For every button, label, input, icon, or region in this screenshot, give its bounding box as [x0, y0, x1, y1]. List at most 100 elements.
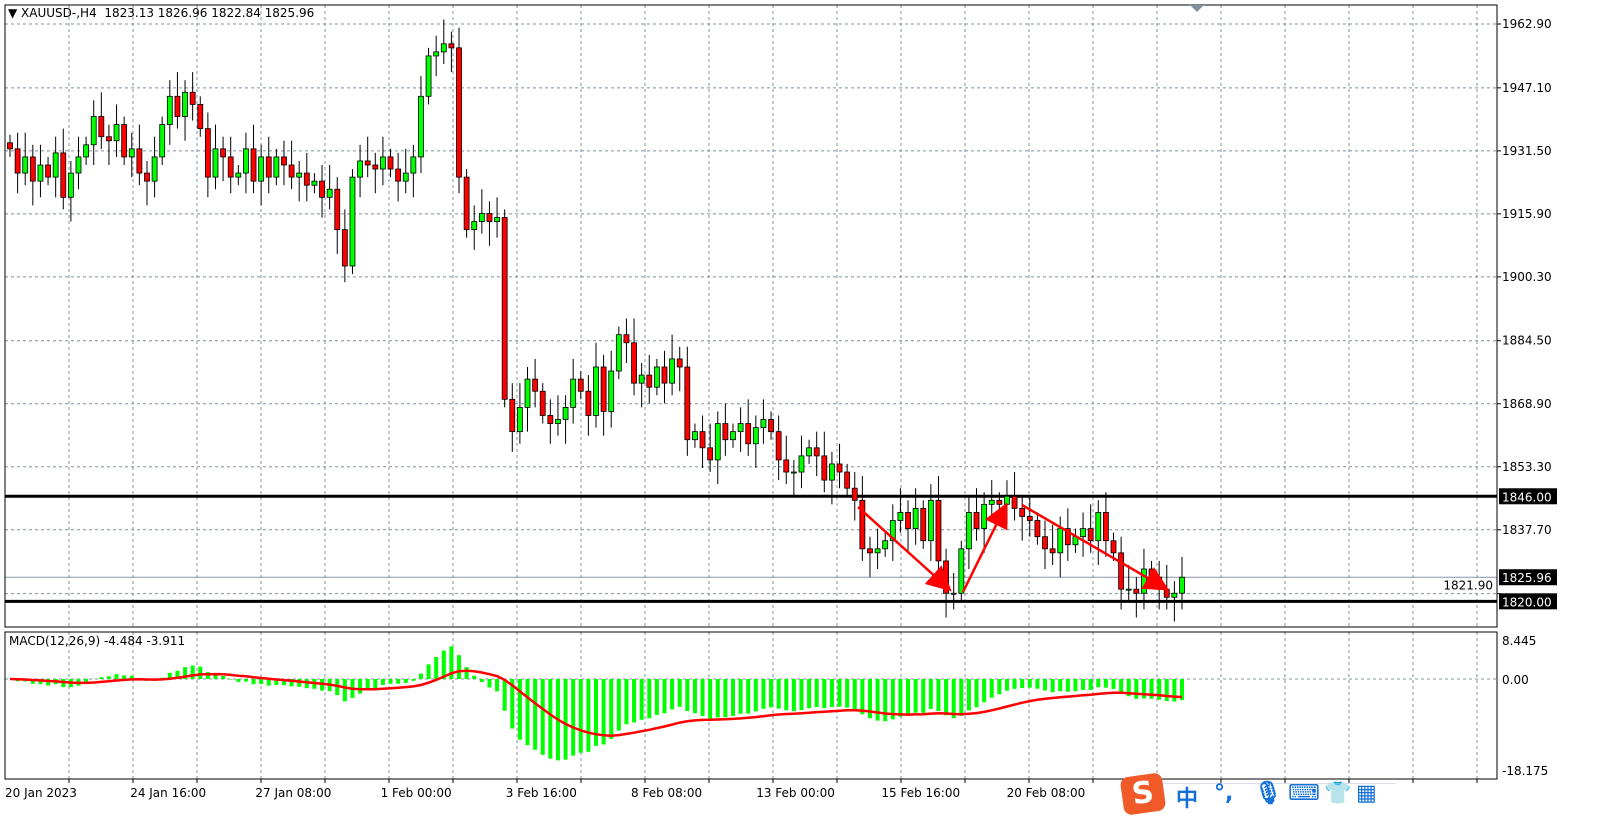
candle-bull [951, 593, 956, 594]
candle-bear [837, 464, 842, 472]
candle-bear [1111, 541, 1116, 553]
macd-bar [936, 679, 940, 711]
macd-bar [632, 679, 636, 722]
macd-bar [198, 667, 202, 679]
sogou-logo-icon[interactable]: S [1120, 772, 1167, 815]
macd-bar [1028, 679, 1032, 688]
macd-pane-frame [5, 632, 1497, 779]
microphone-icon[interactable]: 🎙 [1254, 781, 1282, 806]
macd-bar [906, 679, 910, 716]
x-tick-label: 8 Feb 08:00 [631, 786, 702, 800]
macd-bar [533, 679, 537, 750]
current-price-label: 1825.96 [1502, 571, 1552, 585]
y-tick-label: 1853.30 [1502, 460, 1552, 474]
candle-bear [365, 161, 370, 165]
candle-bear [624, 335, 629, 343]
x-tick-label: 1 Feb 00:00 [381, 786, 452, 800]
y-tick-label: 1868.90 [1502, 397, 1552, 411]
candle-bull [426, 56, 431, 96]
collapse-triangle-icon[interactable]: ▼ [8, 6, 21, 20]
macd-bar [541, 679, 545, 755]
candle-bull [639, 375, 644, 383]
y-tick-label: 1821.90 [1443, 579, 1493, 593]
candle-bear [867, 549, 872, 553]
chart-title: ▼ XAUUSD-,H4 1823.13 1826.96 1822.84 182… [8, 6, 314, 20]
candle-bull [913, 508, 918, 528]
candle-bear [175, 96, 180, 116]
candle-bear [373, 165, 378, 169]
symbol: XAUUSD-,H4 [21, 6, 97, 20]
price-pane-frame [5, 5, 1497, 627]
macd-bar [1005, 679, 1009, 691]
candle-bear [860, 500, 865, 548]
macd-bar [427, 664, 431, 679]
toolbox-icon[interactable]: ▦ [1356, 781, 1377, 806]
candle-bull [297, 173, 302, 177]
x-tick-label: 20 Jan 2023 [5, 786, 77, 800]
macd-axis-label: -18.175 [1502, 764, 1548, 778]
candle-bear [464, 177, 469, 230]
candle-bear [1119, 553, 1124, 589]
hline-price-label: 1846.00 [1502, 490, 1552, 504]
skin-icon[interactable]: 👕 [1324, 781, 1351, 806]
macd-bar [586, 679, 590, 752]
keyboard-icon[interactable]: ⌨ [1288, 781, 1320, 806]
macd-bar [252, 679, 256, 684]
candle-bear [852, 488, 857, 500]
macd-bar [191, 666, 195, 679]
punctuation-icon[interactable]: °, [1214, 781, 1233, 806]
macd-bar [929, 679, 933, 709]
macd-bar [838, 679, 842, 707]
candle-bear [1164, 589, 1169, 597]
macd-bar [99, 677, 103, 679]
horizontal-lines[interactable] [5, 496, 1497, 601]
macd-bar [792, 679, 796, 711]
macd-bar [815, 679, 819, 707]
macd-bar [716, 679, 720, 717]
macd-bar [389, 679, 393, 684]
candle-bull [167, 96, 172, 124]
macd-bar [662, 679, 666, 713]
candle-bull [152, 157, 157, 181]
macd-bar [1013, 679, 1017, 689]
macd-bar [419, 674, 423, 679]
candle-bear [281, 157, 286, 165]
candle-bull [738, 424, 743, 432]
macd-bar [1081, 679, 1085, 690]
macd-bar [701, 679, 705, 716]
macd-bar [358, 679, 362, 694]
x-tick-label: 15 Feb 16:00 [881, 786, 960, 800]
candle-bear [190, 92, 195, 104]
y-tick-label: 1915.90 [1502, 207, 1552, 221]
macd-bar [921, 679, 925, 713]
candle-bear [746, 424, 751, 444]
macd-bar [526, 679, 530, 745]
macd-bar [411, 679, 415, 681]
y-tick-label: 1931.50 [1502, 144, 1552, 158]
macd-bar [967, 679, 971, 710]
ime-toolbar[interactable]: S 中 °, 🎙 ⌨ 👕 ▦ [1118, 775, 1388, 825]
candle-bull [753, 428, 758, 444]
candle-bear [335, 189, 340, 229]
candle-bear [122, 125, 127, 157]
candle-bull [875, 549, 880, 553]
macd-bar [754, 679, 758, 711]
macd-bar [640, 679, 644, 720]
candle-bull [418, 96, 423, 157]
candle-bull [68, 173, 73, 197]
macd-bar [381, 679, 385, 685]
candle-bull [434, 52, 439, 56]
candle-bull [807, 448, 812, 456]
candle-bear [396, 169, 401, 181]
chinese-mode-icon[interactable]: 中 [1176, 781, 1198, 813]
macd-bar [1051, 679, 1055, 692]
candle-bull [898, 512, 903, 520]
macd-bar [259, 679, 263, 684]
chart-shift-marker-icon[interactable] [1190, 5, 1204, 12]
candle-bear [228, 157, 233, 177]
candle-bull [259, 157, 264, 181]
candle-bear [974, 512, 979, 528]
macd-bar [898, 679, 902, 717]
macd-bar [115, 674, 119, 679]
